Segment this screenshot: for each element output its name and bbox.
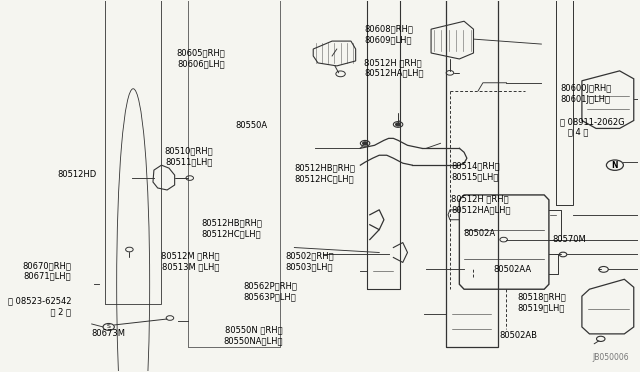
Text: 80510〈RH〉
80511〈LH〉: 80510〈RH〉 80511〈LH〉: [164, 147, 213, 166]
Text: 80512H 〈RH〉
80512HA〈LH〉: 80512H 〈RH〉 80512HA〈LH〉: [364, 58, 424, 78]
Text: 80550A: 80550A: [236, 121, 268, 129]
Text: Ⓝ 08911-2062G
   〈 4 〉: Ⓝ 08911-2062G 〈 4 〉: [560, 117, 625, 137]
Text: JB050006: JB050006: [593, 353, 629, 362]
Text: 80673M: 80673M: [92, 329, 125, 338]
Text: 80512H 〈RH〉
80512HA〈LH〉: 80512H 〈RH〉 80512HA〈LH〉: [451, 195, 511, 214]
Text: 80514〈RH〉
80515〈LH〉: 80514〈RH〉 80515〈LH〉: [451, 161, 500, 181]
Bar: [188, 0, 280, 347]
Text: 80512HB〈RH〉
80512HC〈LH〉: 80512HB〈RH〉 80512HC〈LH〉: [201, 219, 262, 238]
Text: Ⓢ 08523-62542
    〈 2 〉: Ⓢ 08523-62542 〈 2 〉: [8, 296, 71, 316]
Text: 80502AB: 80502AB: [500, 331, 538, 340]
Bar: [446, 0, 498, 347]
Text: 80670〈RH〉
80671〈LH〉: 80670〈RH〉 80671〈LH〉: [22, 261, 71, 281]
Text: 80512M 〈RH〉
80513M 〈LH〉: 80512M 〈RH〉 80513M 〈LH〉: [161, 252, 219, 272]
Bar: [556, 0, 573, 205]
Text: S: S: [107, 324, 111, 330]
Bar: [367, 0, 400, 289]
Text: 80570M: 80570M: [553, 235, 586, 244]
Text: 80562P〈RH〉
80563P〈LH〉: 80562P〈RH〉 80563P〈LH〉: [243, 281, 297, 301]
Text: 80502A: 80502A: [463, 230, 495, 238]
Text: 80512HD: 80512HD: [58, 170, 97, 179]
Circle shape: [363, 142, 367, 145]
Text: 80502AA: 80502AA: [493, 264, 532, 273]
Bar: [105, 0, 161, 304]
Text: 80608〈RH〉
80609〈LH〉: 80608〈RH〉 80609〈LH〉: [364, 25, 413, 45]
Text: 80605〈RH〉
80606〈LH〉: 80605〈RH〉 80606〈LH〉: [177, 49, 225, 68]
Text: 80550N 〈RH〉
80550NA〈LH〉: 80550N 〈RH〉 80550NA〈LH〉: [223, 326, 282, 346]
Text: 80502〈RH〉
80503〈LH〉: 80502〈RH〉 80503〈LH〉: [285, 252, 334, 272]
Text: 80518〈RH〉
80519〈LH〉: 80518〈RH〉 80519〈LH〉: [518, 292, 566, 312]
Circle shape: [396, 123, 401, 126]
Text: 80600J〈RH〉
80601J〈LH〉: 80600J〈RH〉 80601J〈LH〉: [560, 84, 611, 103]
Text: N: N: [612, 161, 618, 170]
Text: 80512HB〈RH〉
80512HC〈LH〉: 80512HB〈RH〉 80512HC〈LH〉: [294, 163, 355, 183]
